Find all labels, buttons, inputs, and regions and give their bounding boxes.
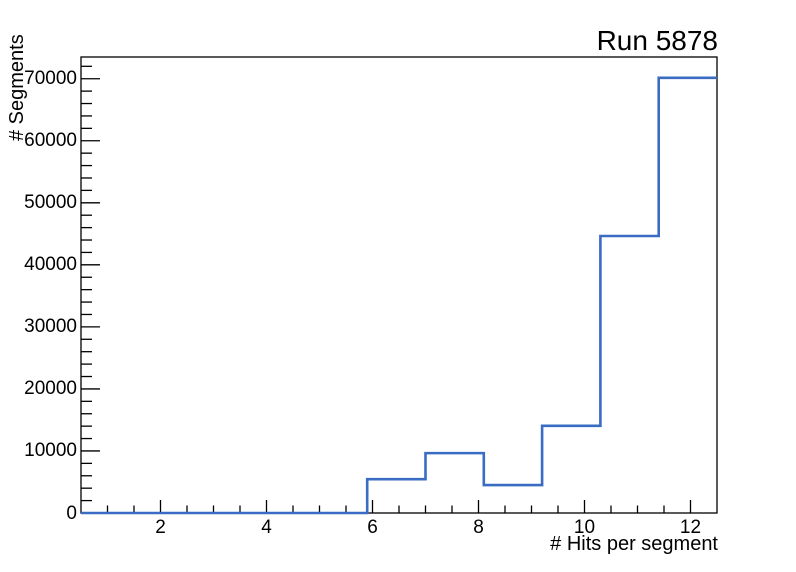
y-tick-label: 30000 (24, 316, 77, 338)
x-tick-label: 2 (155, 517, 166, 538)
x-tick-label: 10 (573, 517, 596, 538)
y-tick-label: 60000 (24, 130, 77, 152)
y-tick-label: 70000 (24, 68, 77, 90)
x-tick-label: 8 (473, 517, 484, 538)
x-axis-title: # Hits per segment (550, 533, 718, 555)
y-tick-label: 0 (66, 502, 77, 524)
x-tick-label: 12 (679, 517, 702, 538)
plot-frame (80, 56, 718, 514)
x-tick-label: 6 (367, 517, 378, 538)
x-tick-label: 4 (261, 517, 272, 538)
y-tick-label: 10000 (24, 440, 77, 462)
y-tick-label: 20000 (24, 378, 77, 400)
histogram-line (81, 76, 717, 515)
y-tick-label: 40000 (24, 254, 77, 276)
chart-title: Run 5878 (596, 25, 718, 56)
y-tick-label: 50000 (24, 192, 77, 214)
